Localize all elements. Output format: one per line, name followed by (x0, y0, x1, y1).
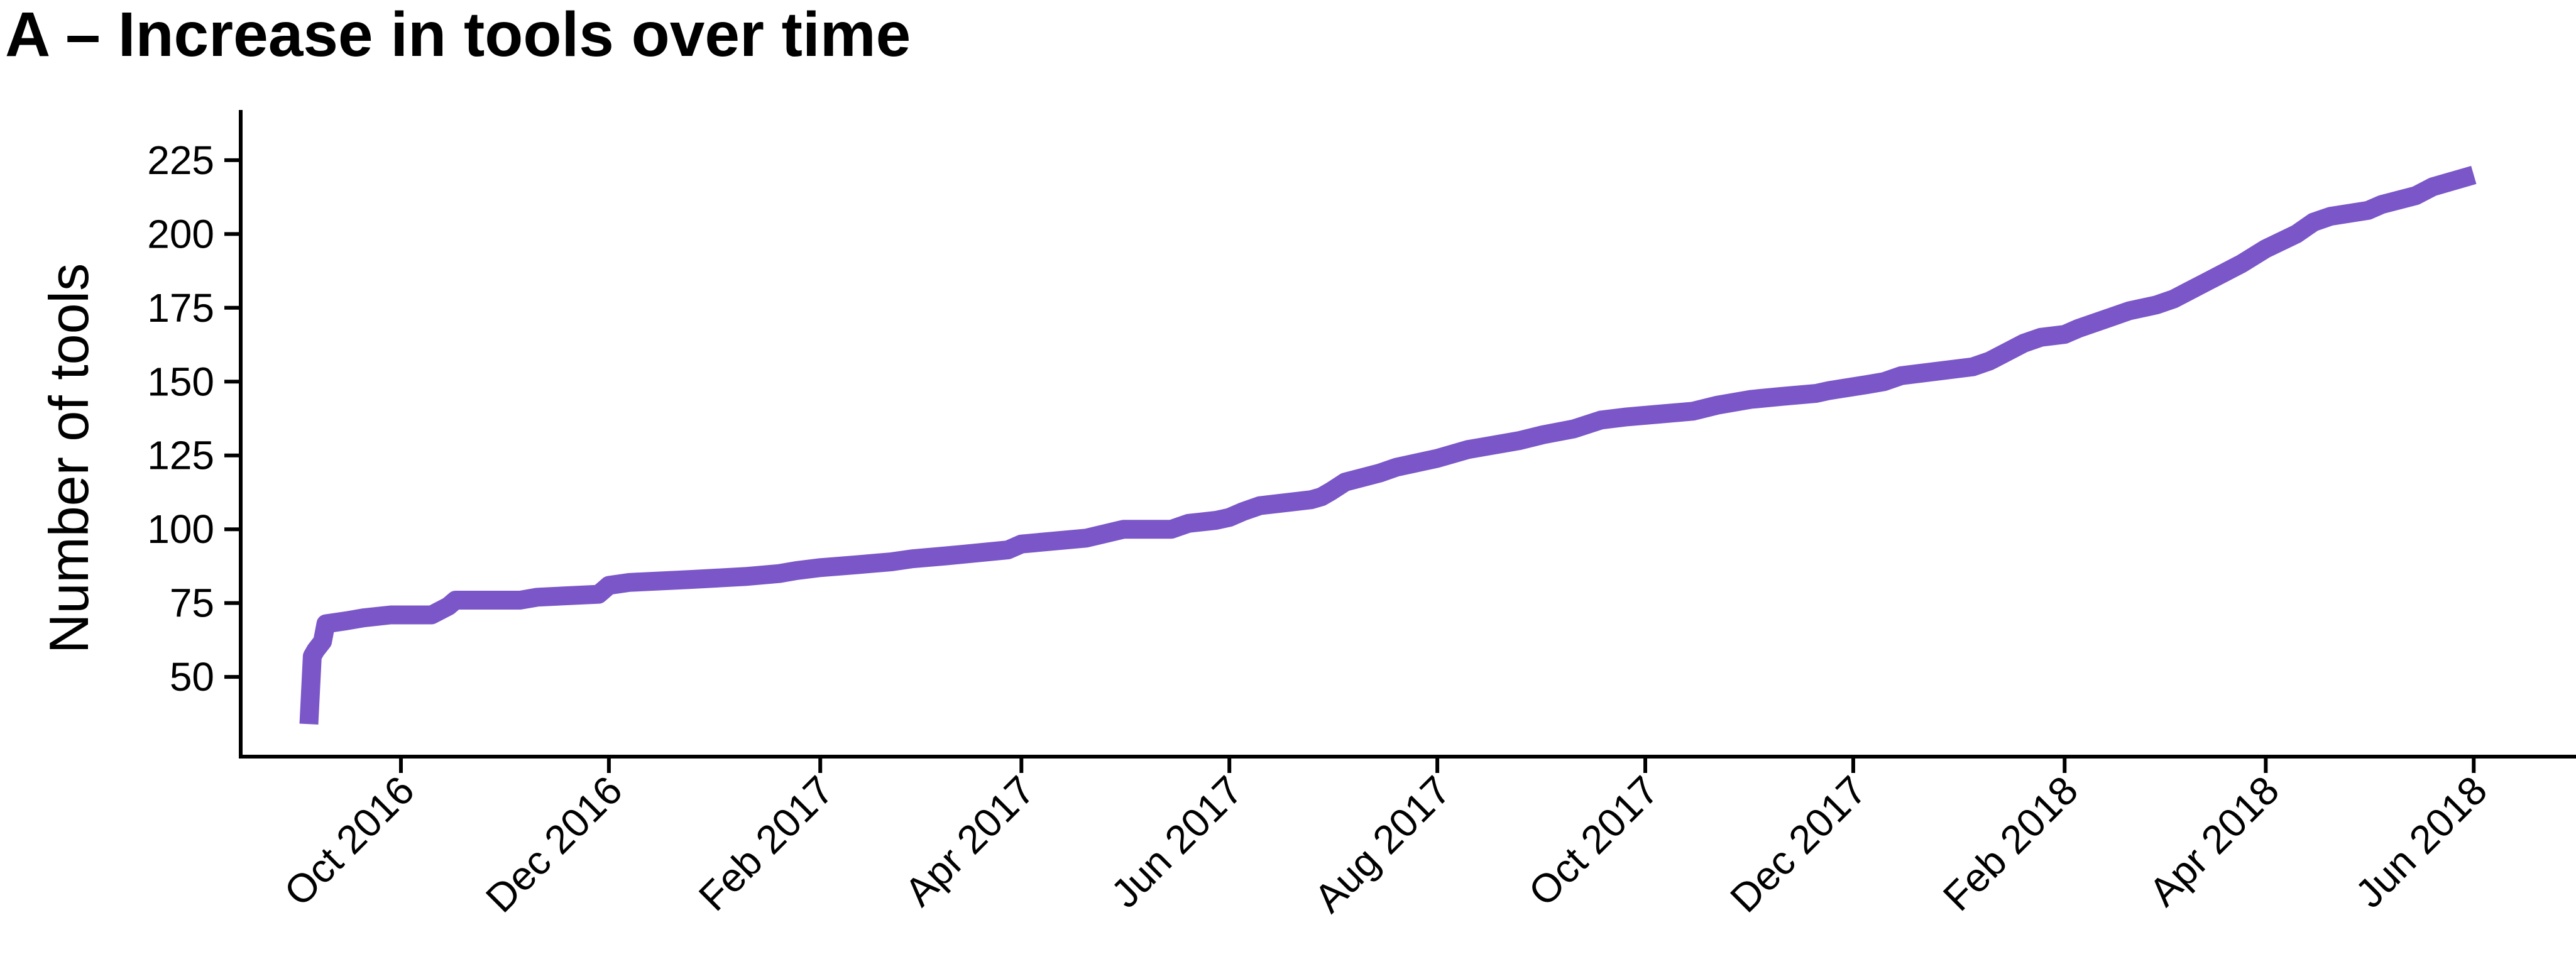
x-tick-label: Jun 2018 (2347, 767, 2496, 916)
x-tick-label: Dec 2016 (477, 767, 631, 921)
y-tick-label: 100 (147, 507, 214, 552)
x-tick-label: Jun 2017 (1102, 767, 1251, 916)
x-axis-ticks: Oct 2016 Dec 2016 Feb 2017 Apr 2017 Jun 2017… (275, 757, 2496, 921)
axes (239, 110, 2576, 759)
x-tick-label: Feb 2017 (690, 767, 842, 919)
series-line (299, 165, 2477, 725)
chart-title: A – Increase in tools over time (5, 0, 911, 70)
y-tick-label: 150 (147, 359, 214, 404)
x-tick-label: Aug 2017 (1305, 767, 1459, 921)
y-axis-ticks: 50 75 100 125 150 175 200 225 (147, 138, 241, 699)
y-tick-label: 200 (147, 211, 214, 256)
x-tick-label: Dec 2017 (1721, 767, 1875, 921)
y-tick-label: 50 (170, 654, 214, 699)
x-tick-label: Feb 2018 (1934, 767, 2086, 919)
y-tick-label: 125 (147, 433, 214, 478)
x-tick-label: Apr 2017 (896, 767, 1044, 915)
x-tick-label: Oct 2017 (1520, 767, 1667, 915)
x-tick-label: Oct 2016 (275, 767, 423, 915)
x-tick-label: Apr 2018 (2140, 767, 2288, 915)
y-tick-label: 225 (147, 138, 214, 183)
y-tick-label: 175 (147, 285, 214, 331)
series-layer (299, 165, 2477, 725)
y-tick-label: 75 (170, 581, 214, 626)
y-axis-title: Number of tools (38, 263, 100, 654)
